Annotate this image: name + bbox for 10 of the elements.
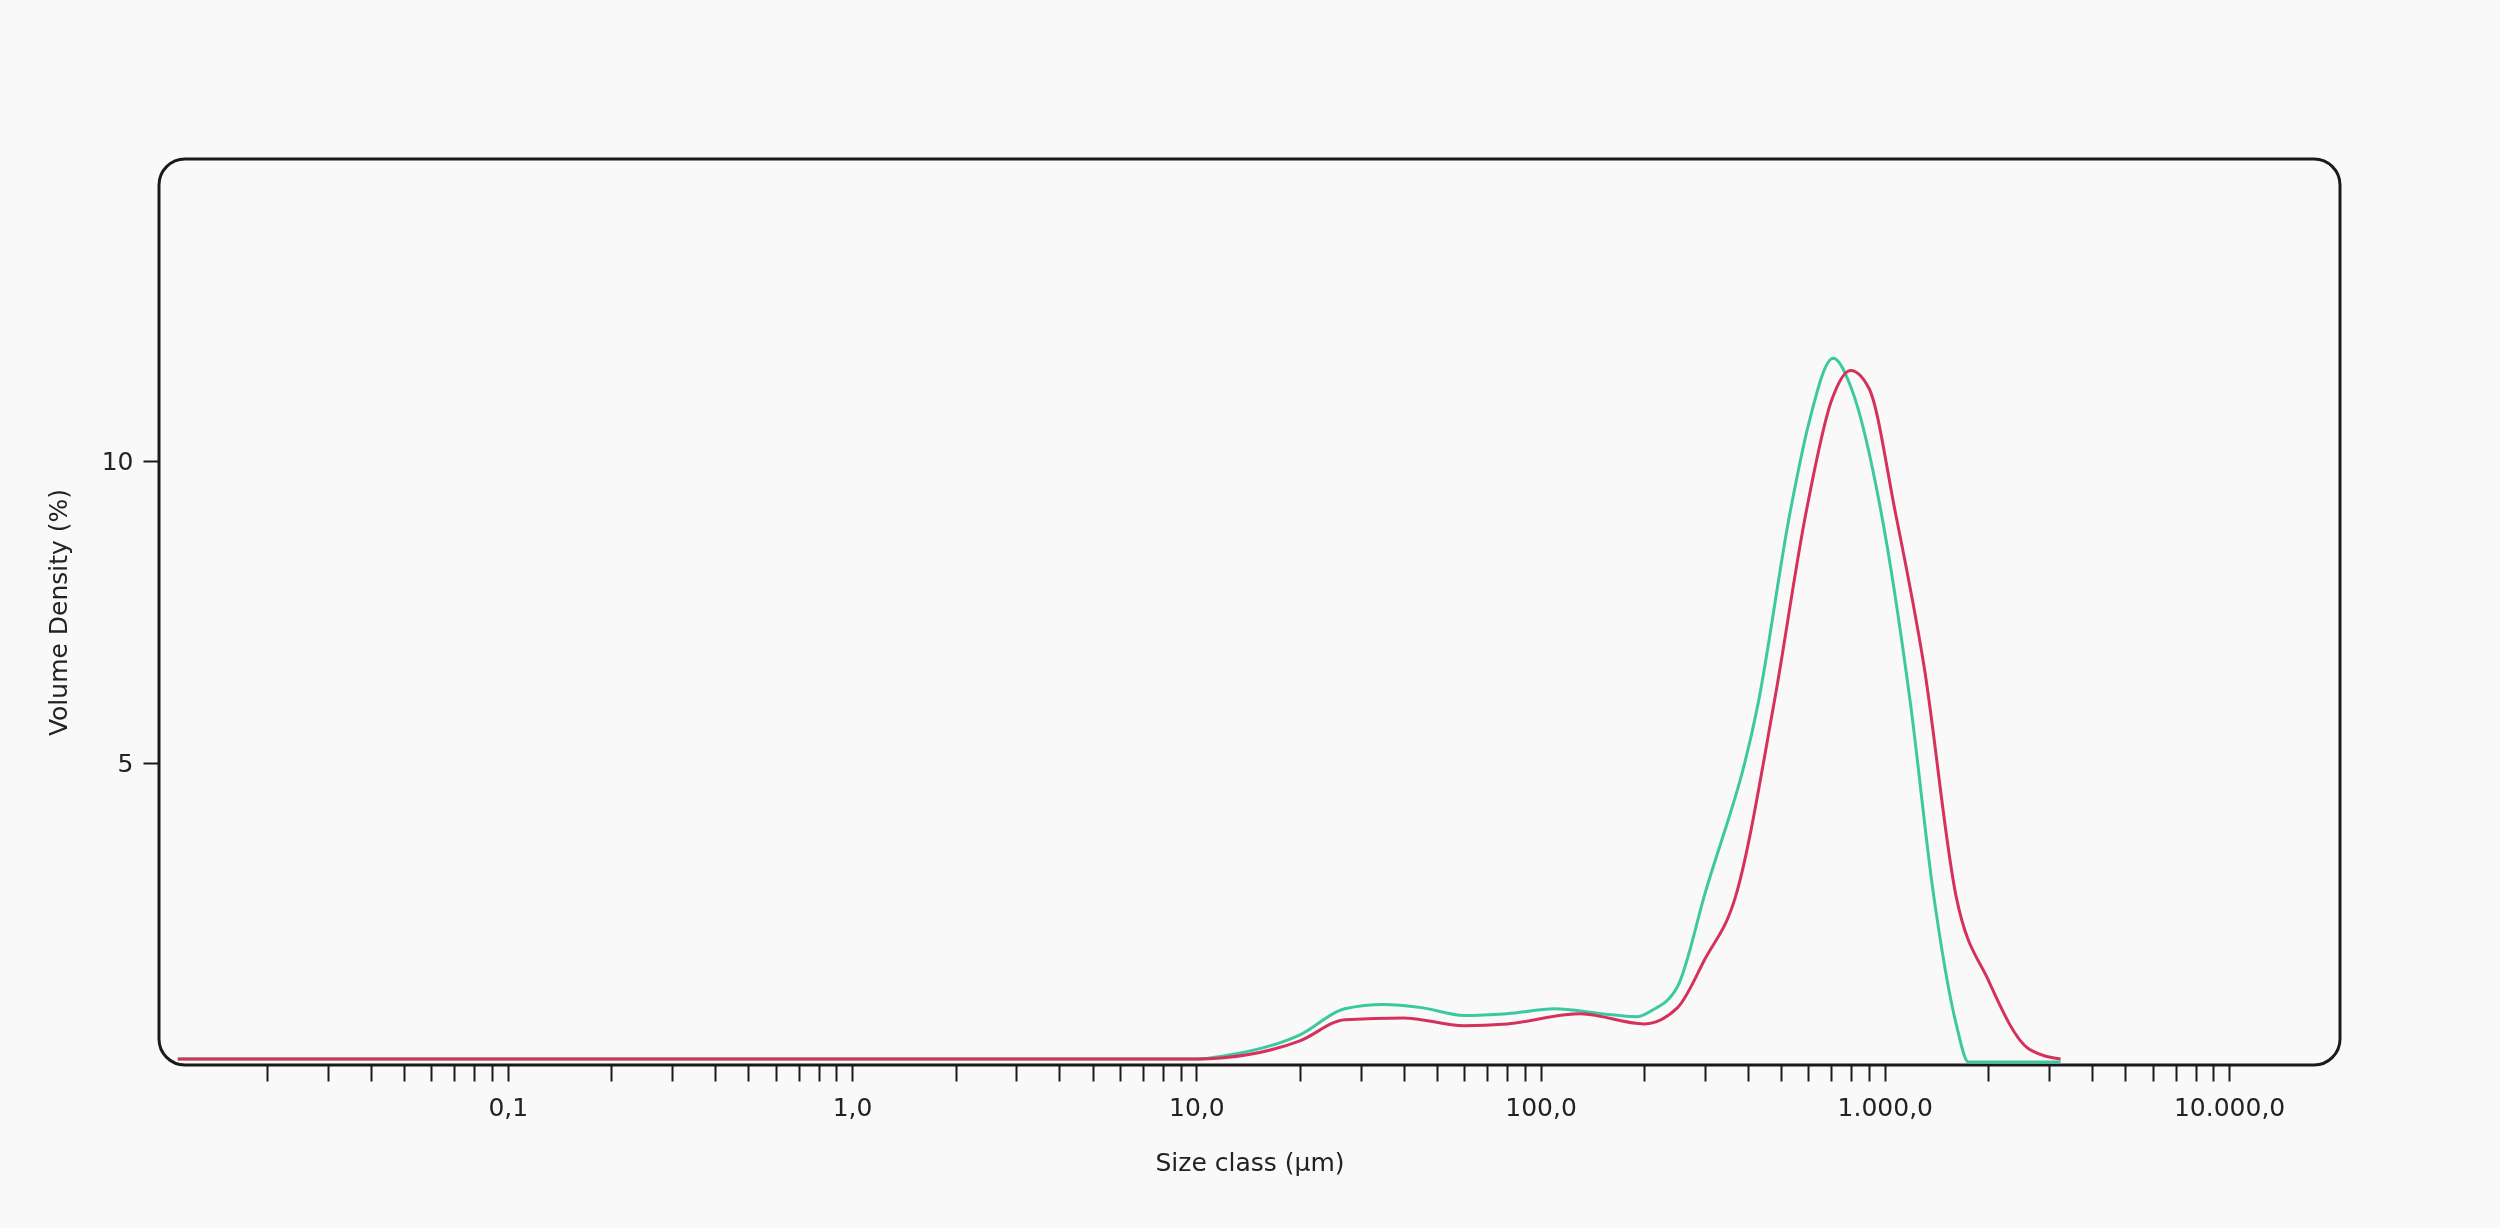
- x-tick-label: 1,0: [832, 1092, 873, 1122]
- y-tick-label: 10: [101, 446, 134, 476]
- x-tick-label: 10.000,0: [2173, 1092, 2286, 1122]
- x-axis-title: Size class (µm): [1155, 1147, 1345, 1177]
- x-tick-label: 10,0: [1168, 1092, 1225, 1122]
- x-tick-label: 100,0: [1505, 1092, 1577, 1122]
- x-tick-label: 1.000,0: [1837, 1092, 1934, 1122]
- y-axis-title: Volume Density (%): [43, 488, 73, 737]
- x-tick-label: 0,1: [488, 1092, 529, 1122]
- y-tick-label: 5: [117, 748, 134, 778]
